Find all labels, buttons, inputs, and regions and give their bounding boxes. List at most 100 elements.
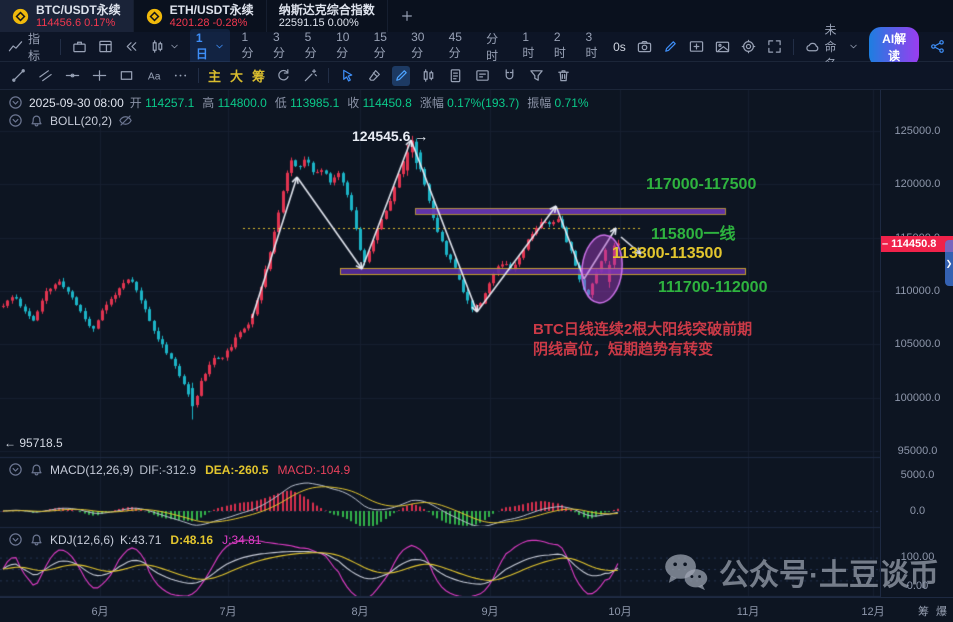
pattern-tool[interactable] [419, 66, 437, 86]
large-view-toggle[interactable]: 大 [230, 69, 244, 84]
boll-label[interactable]: BOLL(20,2) [50, 113, 113, 128]
ohlc-field-涨幅: 涨幅 0.17%(193.7) [419, 96, 520, 110]
magic-tool[interactable] [301, 66, 319, 86]
collapse-icon[interactable] [8, 113, 23, 128]
order-panel-button[interactable] [446, 66, 464, 86]
eye-off-icon[interactable] [118, 113, 133, 128]
chips-toggle[interactable]: 筹 [252, 69, 266, 84]
line-115800-label[interactable]: 115800一线 [651, 226, 736, 243]
coin-icon [12, 8, 29, 25]
eraser-tool[interactable] [365, 66, 383, 86]
analysis-note[interactable]: BTC日线连续2根大阳线突破前期 阴线高位，短期趋势有转变 [533, 320, 752, 360]
interval-selector[interactable]: 1日 [189, 29, 231, 64]
time-axis[interactable]: 筹 爆 6月 7月 8月 9月 10月 11月 12月 [0, 597, 953, 622]
macdVals-DIF: DIF:-312.9 [139, 462, 197, 477]
interval-option-4[interactable]: 15分 [373, 29, 387, 60]
screenshot-button[interactable] [715, 39, 730, 54]
symbol-tab-2[interactable]: 纳斯达克综合指数 22591.15 0.00% [267, 0, 388, 32]
kdj-indicator-row: KDJ(12,6,6) K:43.71 D:48.16 J:34.81 [8, 532, 261, 547]
svg-text:Aa: Aa [147, 71, 160, 82]
divider [59, 38, 61, 55]
price-chart-canvas[interactable] [0, 90, 880, 597]
macd-values: DIF:-312.9 DEA:-260.5 MACD:-104.9 [139, 463, 350, 477]
interval-option-2[interactable]: 5分 [304, 29, 317, 60]
panel-expand-handle[interactable]: ❯ [945, 240, 953, 286]
add-panel-button[interactable] [689, 39, 704, 54]
divider [792, 38, 794, 55]
macd-label[interactable]: MACD(12,26,9) [50, 462, 134, 477]
toolbar-right-icons [637, 39, 782, 54]
subpane-tick-label: 100.00 [900, 551, 935, 563]
parallel-channel-tool[interactable] [36, 66, 54, 86]
text-tool[interactable]: Aa [144, 66, 162, 86]
symbol-tab-1[interactable]: ETH/USDT永续 4201.28 -0.28% [134, 0, 267, 32]
edit-button[interactable] [663, 39, 678, 54]
alert-icon[interactable] [29, 113, 44, 128]
replay-speed-button[interactable]: 0s [613, 39, 626, 54]
settings-button[interactable] [741, 39, 756, 54]
macd-indicator-row: MACD(12,26,9) DIF:-312.9 DEA:-260.5 MACD:-… [8, 462, 350, 477]
price-tick-label: 95000.0 [897, 444, 938, 457]
note-line-2: 阴线高位，短期趋势有转变 [533, 341, 714, 358]
ai-analysis-button[interactable]: AI解读 [869, 26, 919, 67]
alert-icon[interactable] [29, 462, 44, 477]
kdj-label[interactable]: KDJ(12,6,6) [50, 532, 115, 547]
magnet-tool[interactable] [500, 66, 518, 86]
arrow-right-icon: → [414, 128, 429, 144]
interval-option-9[interactable]: 2时 [553, 29, 566, 60]
interval-option-7[interactable]: 分时 [486, 31, 499, 63]
chips-tab[interactable]: 筹 [918, 606, 929, 618]
interval-option-1[interactable]: 3分 [273, 29, 286, 60]
interval-option-6[interactable]: 45分 [448, 29, 462, 60]
liquidation-tab[interactable]: 爆 [936, 606, 947, 618]
trend-line-tool[interactable] [9, 66, 27, 86]
indicator-icon [8, 39, 23, 54]
fullscreen-button[interactable] [767, 39, 782, 54]
collapse-icon[interactable] [8, 532, 23, 547]
resistance-zone-label[interactable]: 117000-117500 [646, 176, 757, 193]
support-zone-label[interactable]: 111700-112000 [658, 279, 768, 296]
interval-option-5[interactable]: 30分 [411, 29, 425, 60]
interval-option-0[interactable]: 1分 [241, 29, 254, 60]
main-chart-toggle[interactable]: 主 [208, 69, 222, 84]
chevron-down-icon [849, 42, 858, 51]
share-icon[interactable] [930, 39, 945, 54]
indicators-button[interactable]: 指标 [8, 30, 49, 64]
kdjVals-J: J:34.81 [222, 532, 262, 547]
add-symbol-button[interactable] [388, 0, 426, 32]
chart-type-button[interactable] [150, 39, 179, 54]
collapse-icon[interactable] [8, 462, 23, 477]
layout-button[interactable] [98, 39, 113, 54]
symbol-tab-0[interactable]: BTC/USDT永续 114456.6 0.17% [0, 0, 134, 32]
toolbar-left-icons [72, 39, 179, 54]
camera-button[interactable] [637, 39, 652, 54]
price-axis[interactable]: – 114450.8 125000.0120000.0115000.011000… [880, 90, 953, 597]
filter-tool[interactable] [527, 66, 545, 86]
peak-price-annotation[interactable]: 124545.6 → [352, 128, 428, 144]
alert-icon[interactable] [29, 532, 44, 547]
level-113300-label[interactable]: 113300-113500 [612, 245, 723, 262]
note-tool[interactable] [473, 66, 491, 86]
last-price-badge: – 114450.8 [881, 236, 953, 252]
horizontal-line-tool[interactable] [63, 66, 81, 86]
interval-option-8[interactable]: 1时 [522, 29, 535, 60]
rectangle-tool[interactable] [117, 66, 135, 86]
last-price-value: 114450.8 [891, 238, 937, 250]
month-label-12月: 12月 [861, 606, 885, 618]
cross-line-tool[interactable] [90, 66, 108, 86]
interval-option-3[interactable]: 10分 [336, 29, 350, 60]
collapse-icon[interactable] [8, 95, 23, 110]
subpane-tick-label: 0.00 [906, 580, 929, 592]
note-line-1: BTC日线连续2根大阳线突破前期 [533, 321, 753, 338]
delete-drawings-button[interactable] [554, 66, 572, 86]
ohlc-field-低: 低 113985.1 [274, 96, 340, 110]
refresh-tool[interactable] [274, 66, 292, 86]
bar-datetime: 2025-09-30 08:00 [29, 95, 124, 110]
more-tools-button[interactable] [171, 66, 189, 86]
backtest-button[interactable] [72, 39, 87, 54]
interval-option-10[interactable]: 3时 [585, 29, 598, 60]
draw-pencil-tool[interactable] [392, 65, 411, 86]
replay-button[interactable] [124, 39, 139, 54]
select-tool[interactable] [338, 66, 356, 86]
